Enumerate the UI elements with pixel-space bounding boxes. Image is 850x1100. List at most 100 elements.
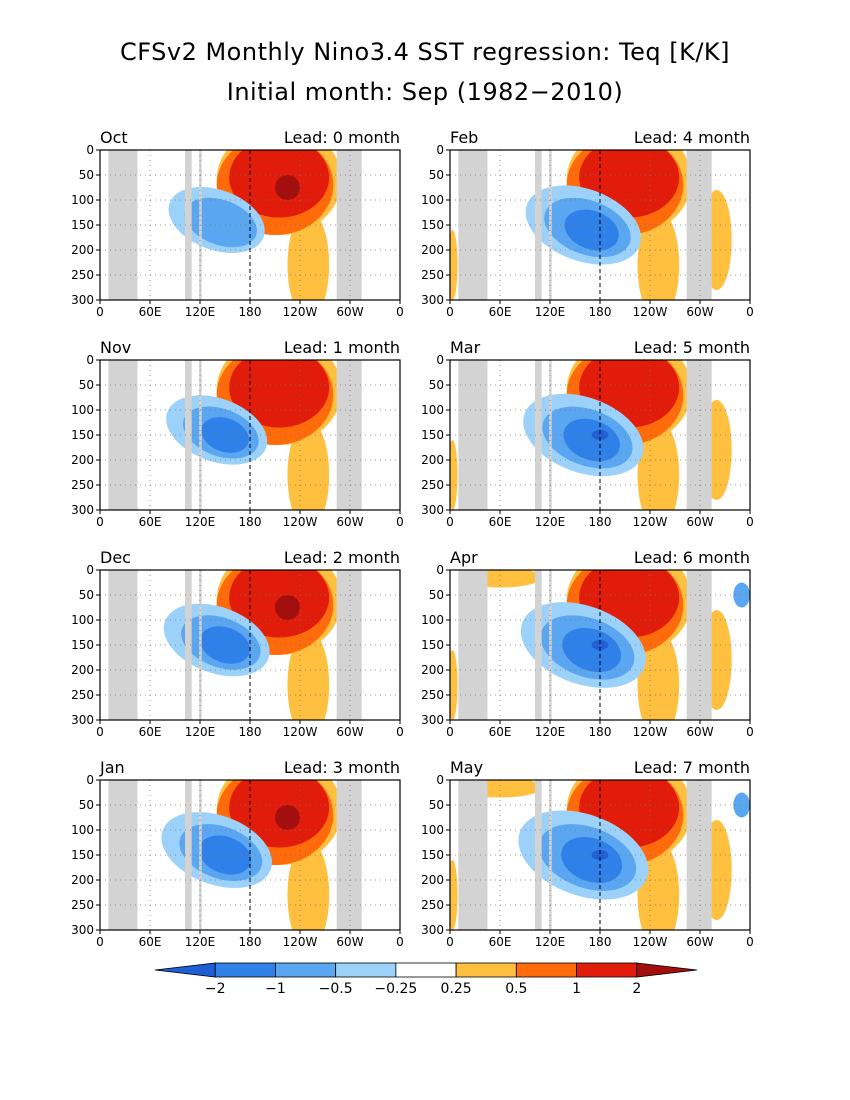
y-tick-label: 0 <box>436 353 444 367</box>
y-tick-label: 150 <box>421 848 444 862</box>
x-tick-label: 120W <box>283 305 318 319</box>
panel-mar <box>450 360 732 510</box>
y-tick-label: 100 <box>421 193 444 207</box>
x-tick-label: 0 <box>446 515 454 529</box>
contour-fill <box>616 150 665 190</box>
y-tick-label: 300 <box>421 503 444 517</box>
land-mask <box>458 570 488 720</box>
panel-month-label: Oct <box>100 128 128 147</box>
y-tick-label: 250 <box>421 478 444 492</box>
x-tick-label: 0 <box>396 515 404 529</box>
y-tick-label: 250 <box>71 268 94 282</box>
x-tick-label: 120W <box>283 725 318 739</box>
y-tick-label: 150 <box>71 218 94 232</box>
colorbar-swatch <box>275 962 337 978</box>
x-tick-label: 180 <box>589 935 612 949</box>
x-tick-label: 60E <box>139 515 162 529</box>
contour-fill <box>563 418 620 462</box>
panel-lead-label: Lead: 0 month <box>284 128 400 147</box>
x-tick-label: 0 <box>746 935 754 949</box>
colorbar-label: −2 <box>205 981 226 997</box>
y-tick-label: 250 <box>71 898 94 912</box>
y-tick-label: 100 <box>421 613 444 627</box>
x-tick-label: 0 <box>96 935 104 949</box>
y-tick-label: 0 <box>436 563 444 577</box>
x-tick-label: 120E <box>535 725 566 739</box>
contour-fill <box>287 420 330 510</box>
contour-fill <box>275 175 300 200</box>
colorbar-label: 0.5 <box>505 981 527 997</box>
y-tick-label: 300 <box>71 923 94 937</box>
x-tick-label: 60E <box>489 515 512 529</box>
contour-fill <box>287 840 330 930</box>
contour-fill <box>450 440 458 510</box>
contour-fill <box>733 582 750 608</box>
y-tick-label: 50 <box>429 168 444 182</box>
contour-fill <box>616 360 665 400</box>
land-mask <box>535 150 542 300</box>
y-tick-label: 150 <box>71 848 94 862</box>
x-tick-label: 60E <box>139 305 162 319</box>
colorbar-swatch <box>214 962 276 978</box>
panel-month-label: Mar <box>450 338 481 357</box>
land-mask <box>185 150 192 300</box>
y-tick-label: 250 <box>421 268 444 282</box>
panel-lead-label: Lead: 3 month <box>284 758 400 777</box>
x-tick-label: 60W <box>686 935 713 949</box>
contour-fill <box>287 630 330 720</box>
panel-lead-label: Lead: 4 month <box>634 128 750 147</box>
panel-nov <box>108 360 362 510</box>
land-mask <box>535 360 542 510</box>
y-tick-label: 150 <box>421 638 444 652</box>
y-tick-label: 50 <box>429 588 444 602</box>
x-tick-label: 0 <box>96 725 104 739</box>
panel-month-label: Dec <box>100 548 131 567</box>
y-tick-label: 50 <box>79 168 94 182</box>
y-tick-label: 250 <box>421 898 444 912</box>
x-tick-label: 60E <box>139 725 162 739</box>
contour-fill <box>275 805 300 830</box>
land-mask <box>535 570 542 720</box>
x-tick-label: 120E <box>185 935 216 949</box>
x-tick-label: 0 <box>746 305 754 319</box>
y-tick-label: 200 <box>71 873 94 887</box>
land-mask <box>108 780 138 930</box>
y-tick-label: 100 <box>71 193 94 207</box>
y-tick-label: 50 <box>79 378 94 392</box>
panel-lead-label: Lead: 5 month <box>634 338 750 357</box>
x-tick-label: 0 <box>746 515 754 529</box>
panel-dec <box>108 570 362 720</box>
y-tick-label: 0 <box>436 773 444 787</box>
x-tick-label: 0 <box>96 515 104 529</box>
x-tick-label: 180 <box>239 725 262 739</box>
x-tick-label: 0 <box>446 305 454 319</box>
land-mask <box>185 360 192 510</box>
x-tick-label: 0 <box>746 725 754 739</box>
land-mask <box>108 150 138 300</box>
chart-title: CFSv2 Monthly Nino3.4 SST regression: Te… <box>120 38 730 66</box>
contour-fill <box>616 780 665 820</box>
y-tick-label: 300 <box>71 293 94 307</box>
x-tick-label: 120W <box>633 305 668 319</box>
panel-may <box>450 780 750 930</box>
x-tick-label: 120W <box>633 515 668 529</box>
colorbar-swatch <box>636 962 698 978</box>
contour-fill <box>637 420 680 510</box>
x-tick-label: 120E <box>185 725 216 739</box>
y-tick-label: 200 <box>71 243 94 257</box>
y-tick-label: 200 <box>71 663 94 677</box>
panel-lead-label: Lead: 6 month <box>634 548 750 567</box>
contour-fill <box>561 837 623 883</box>
x-tick-label: 60W <box>336 725 363 739</box>
x-tick-label: 0 <box>396 935 404 949</box>
x-tick-label: 60W <box>336 935 363 949</box>
y-tick-label: 50 <box>429 798 444 812</box>
contour-fill <box>287 210 330 300</box>
y-tick-label: 150 <box>421 428 444 442</box>
x-tick-label: 120W <box>633 725 668 739</box>
x-tick-label: 120E <box>185 305 216 319</box>
y-tick-label: 100 <box>71 823 94 837</box>
y-tick-label: 300 <box>421 713 444 727</box>
colorbar-label: 1 <box>572 981 581 997</box>
y-tick-label: 150 <box>71 428 94 442</box>
